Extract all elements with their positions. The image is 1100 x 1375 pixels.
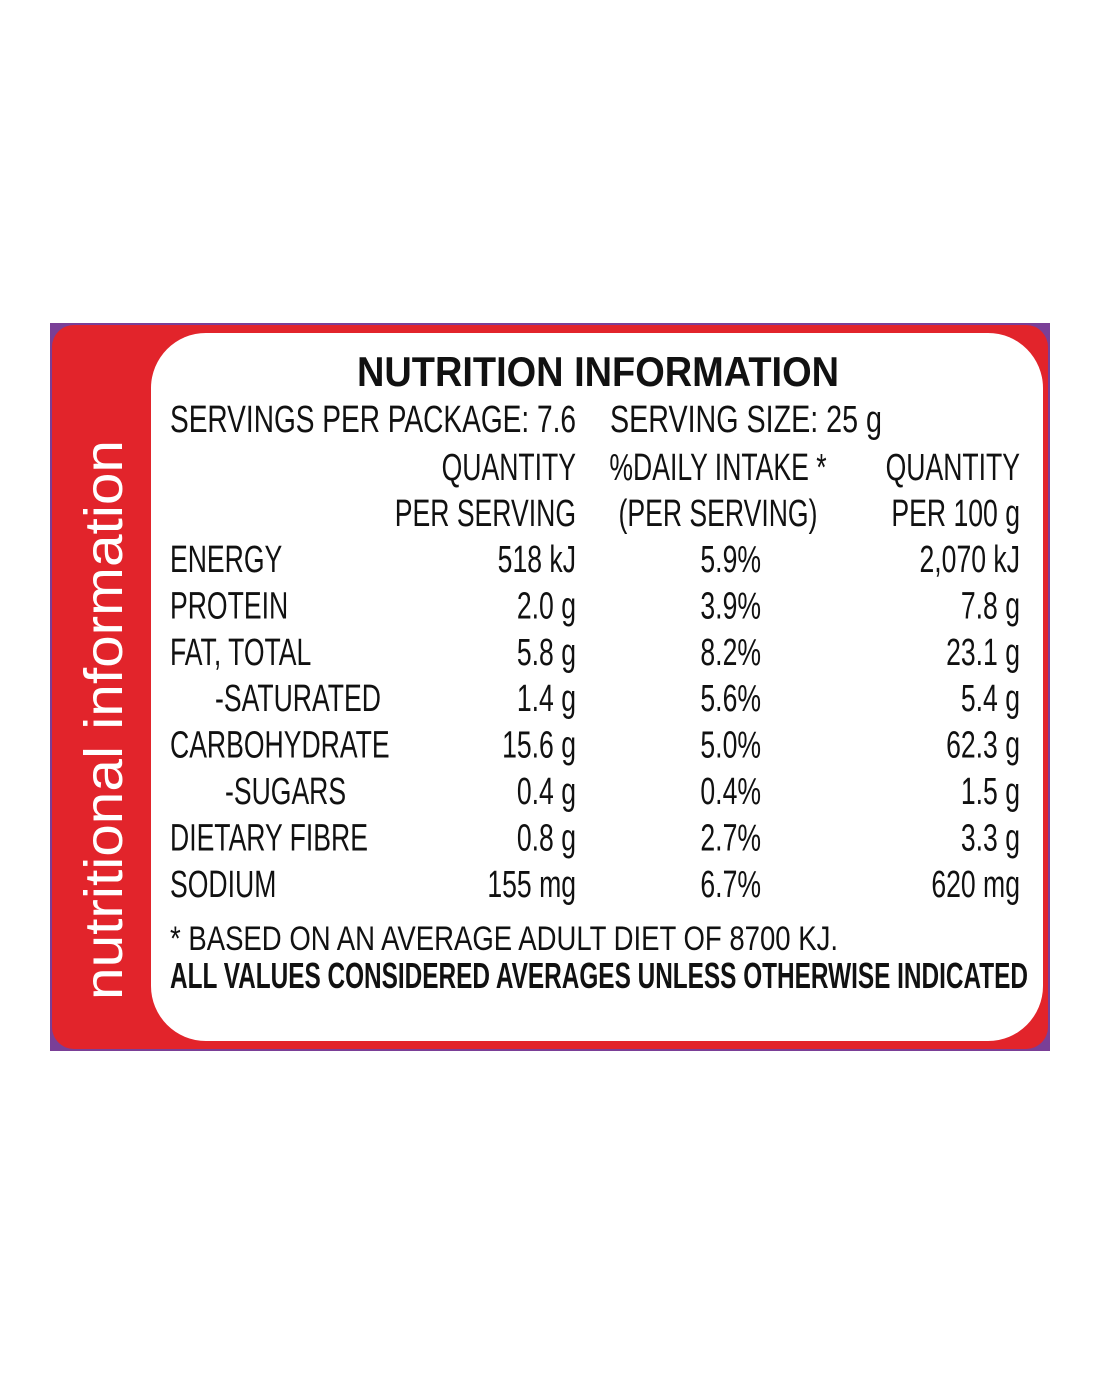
row-label: PROTEIN bbox=[170, 584, 288, 627]
cell-value: 2.0 g bbox=[517, 584, 576, 627]
cell-value: 1.4 g bbox=[517, 676, 576, 719]
cell-value: 5.8 g bbox=[517, 630, 576, 673]
cell-value: 155 mg bbox=[487, 862, 576, 905]
column-header: (PER SERVING) bbox=[619, 491, 818, 534]
cell-value: 5.9% bbox=[700, 537, 761, 580]
cell-value: 15.6 g bbox=[502, 723, 576, 766]
cell-value: 518 kJ bbox=[498, 537, 576, 580]
cell-value: 1.5 g bbox=[961, 769, 1020, 812]
column-header: QUANTITY bbox=[442, 445, 577, 488]
cell-value: 0.4% bbox=[700, 769, 761, 812]
cell-value: 5.4 g bbox=[961, 676, 1020, 719]
cell-value: 5.6% bbox=[700, 676, 761, 719]
row-label: CARBOHYDRATE bbox=[170, 723, 390, 766]
column-header: PER 100 g bbox=[891, 491, 1020, 534]
footnote: * BASED ON AN AVERAGE ADULT DIET OF 8700… bbox=[170, 920, 838, 958]
cell-value: 6.7% bbox=[700, 862, 761, 905]
cell-value: 2,070 kJ bbox=[919, 537, 1020, 580]
note: ALL VALUES CONSIDERED AVERAGES UNLESS OT… bbox=[170, 956, 1028, 997]
row-label: SODIUM bbox=[170, 862, 276, 905]
row-label: DIETARY FIBRE bbox=[170, 816, 368, 859]
cell-value: 3.3 g bbox=[961, 816, 1020, 859]
cell-value: 23.1 g bbox=[946, 630, 1020, 673]
column-header: %DAILY INTAKE * bbox=[609, 445, 826, 488]
cell-value: 2.7% bbox=[700, 816, 761, 859]
row-label: FAT, TOTAL bbox=[170, 630, 311, 673]
row-label: ENERGY bbox=[170, 537, 282, 580]
row-label: -SUGARS bbox=[225, 769, 346, 812]
cell-value: 7.8 g bbox=[961, 584, 1020, 627]
cell-value: 620 mg bbox=[931, 862, 1020, 905]
cell-value: 62.3 g bbox=[946, 723, 1020, 766]
row-label: -SATURATED bbox=[215, 676, 381, 719]
cell-value: 0.8 g bbox=[517, 816, 576, 859]
cell-value: 5.0% bbox=[700, 723, 761, 766]
white-panel bbox=[151, 333, 1043, 1041]
side-label: nutritional information bbox=[74, 440, 134, 1000]
column-header: PER SERVING bbox=[395, 491, 576, 534]
title: NUTRITION INFORMATION bbox=[357, 348, 839, 396]
cell-value: 8.2% bbox=[700, 630, 761, 673]
cell-value: 3.9% bbox=[700, 584, 761, 627]
cell-value: 0.4 g bbox=[517, 769, 576, 812]
column-header: QUANTITY bbox=[886, 445, 1021, 488]
servings: SERVINGS PER PACKAGE: 7.6 bbox=[170, 397, 576, 440]
serving-size: SERVING SIZE: 25 g bbox=[610, 397, 882, 440]
